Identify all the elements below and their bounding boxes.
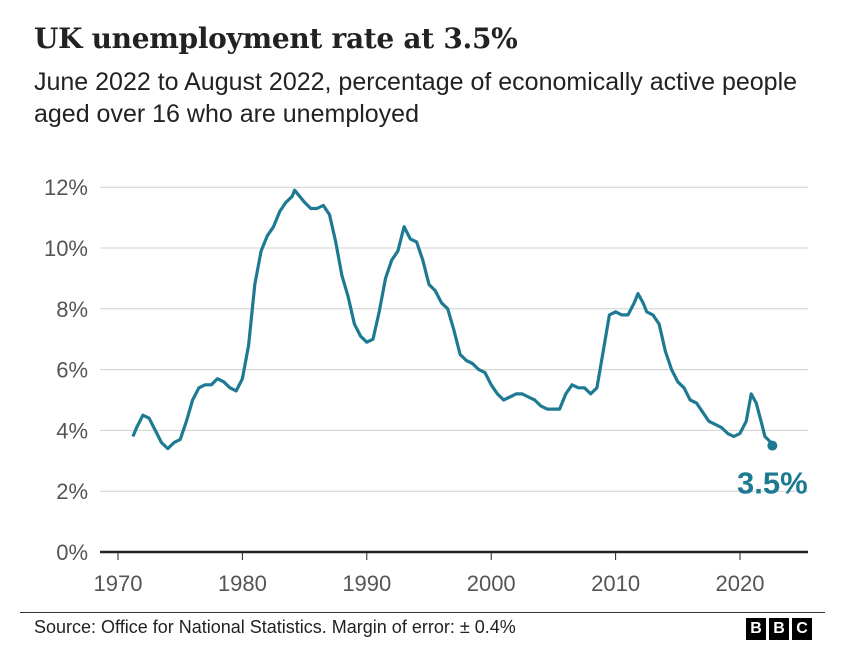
chart-title: UK unemployment rate at 3.5%	[34, 22, 518, 55]
y-tick-label: 10%	[44, 236, 88, 261]
y-tick-label: 4%	[56, 418, 88, 443]
chart-subtitle: June 2022 to August 2022, percentage of …	[34, 68, 798, 128]
x-tick-label: 2000	[467, 571, 516, 596]
latest-point-marker	[767, 440, 778, 451]
x-tick-label: 1990	[342, 571, 391, 596]
source-note: Source: Office for National Statistics. …	[34, 617, 516, 637]
line-chart: 0% 2% 4% 6% 8% 10% 12% 1970 1980 1990 2000 2010 2020…	[44, 175, 808, 596]
y-tick-label: 2%	[56, 479, 88, 504]
y-tick-label: 0%	[56, 540, 88, 565]
x-tick-label: 2020	[716, 571, 765, 596]
x-tick-label: 2010	[591, 571, 640, 596]
y-tick-label: 12%	[44, 175, 88, 200]
x-tick-label: 1980	[218, 571, 267, 596]
unemployment-line	[131, 188, 774, 451]
x-tick-label: 1970	[94, 571, 143, 596]
y-tick-label: 6%	[56, 358, 88, 383]
latest-value-label: 3.5%	[737, 466, 808, 501]
y-tick-label: 8%	[56, 297, 88, 322]
footer-divider	[20, 612, 825, 613]
